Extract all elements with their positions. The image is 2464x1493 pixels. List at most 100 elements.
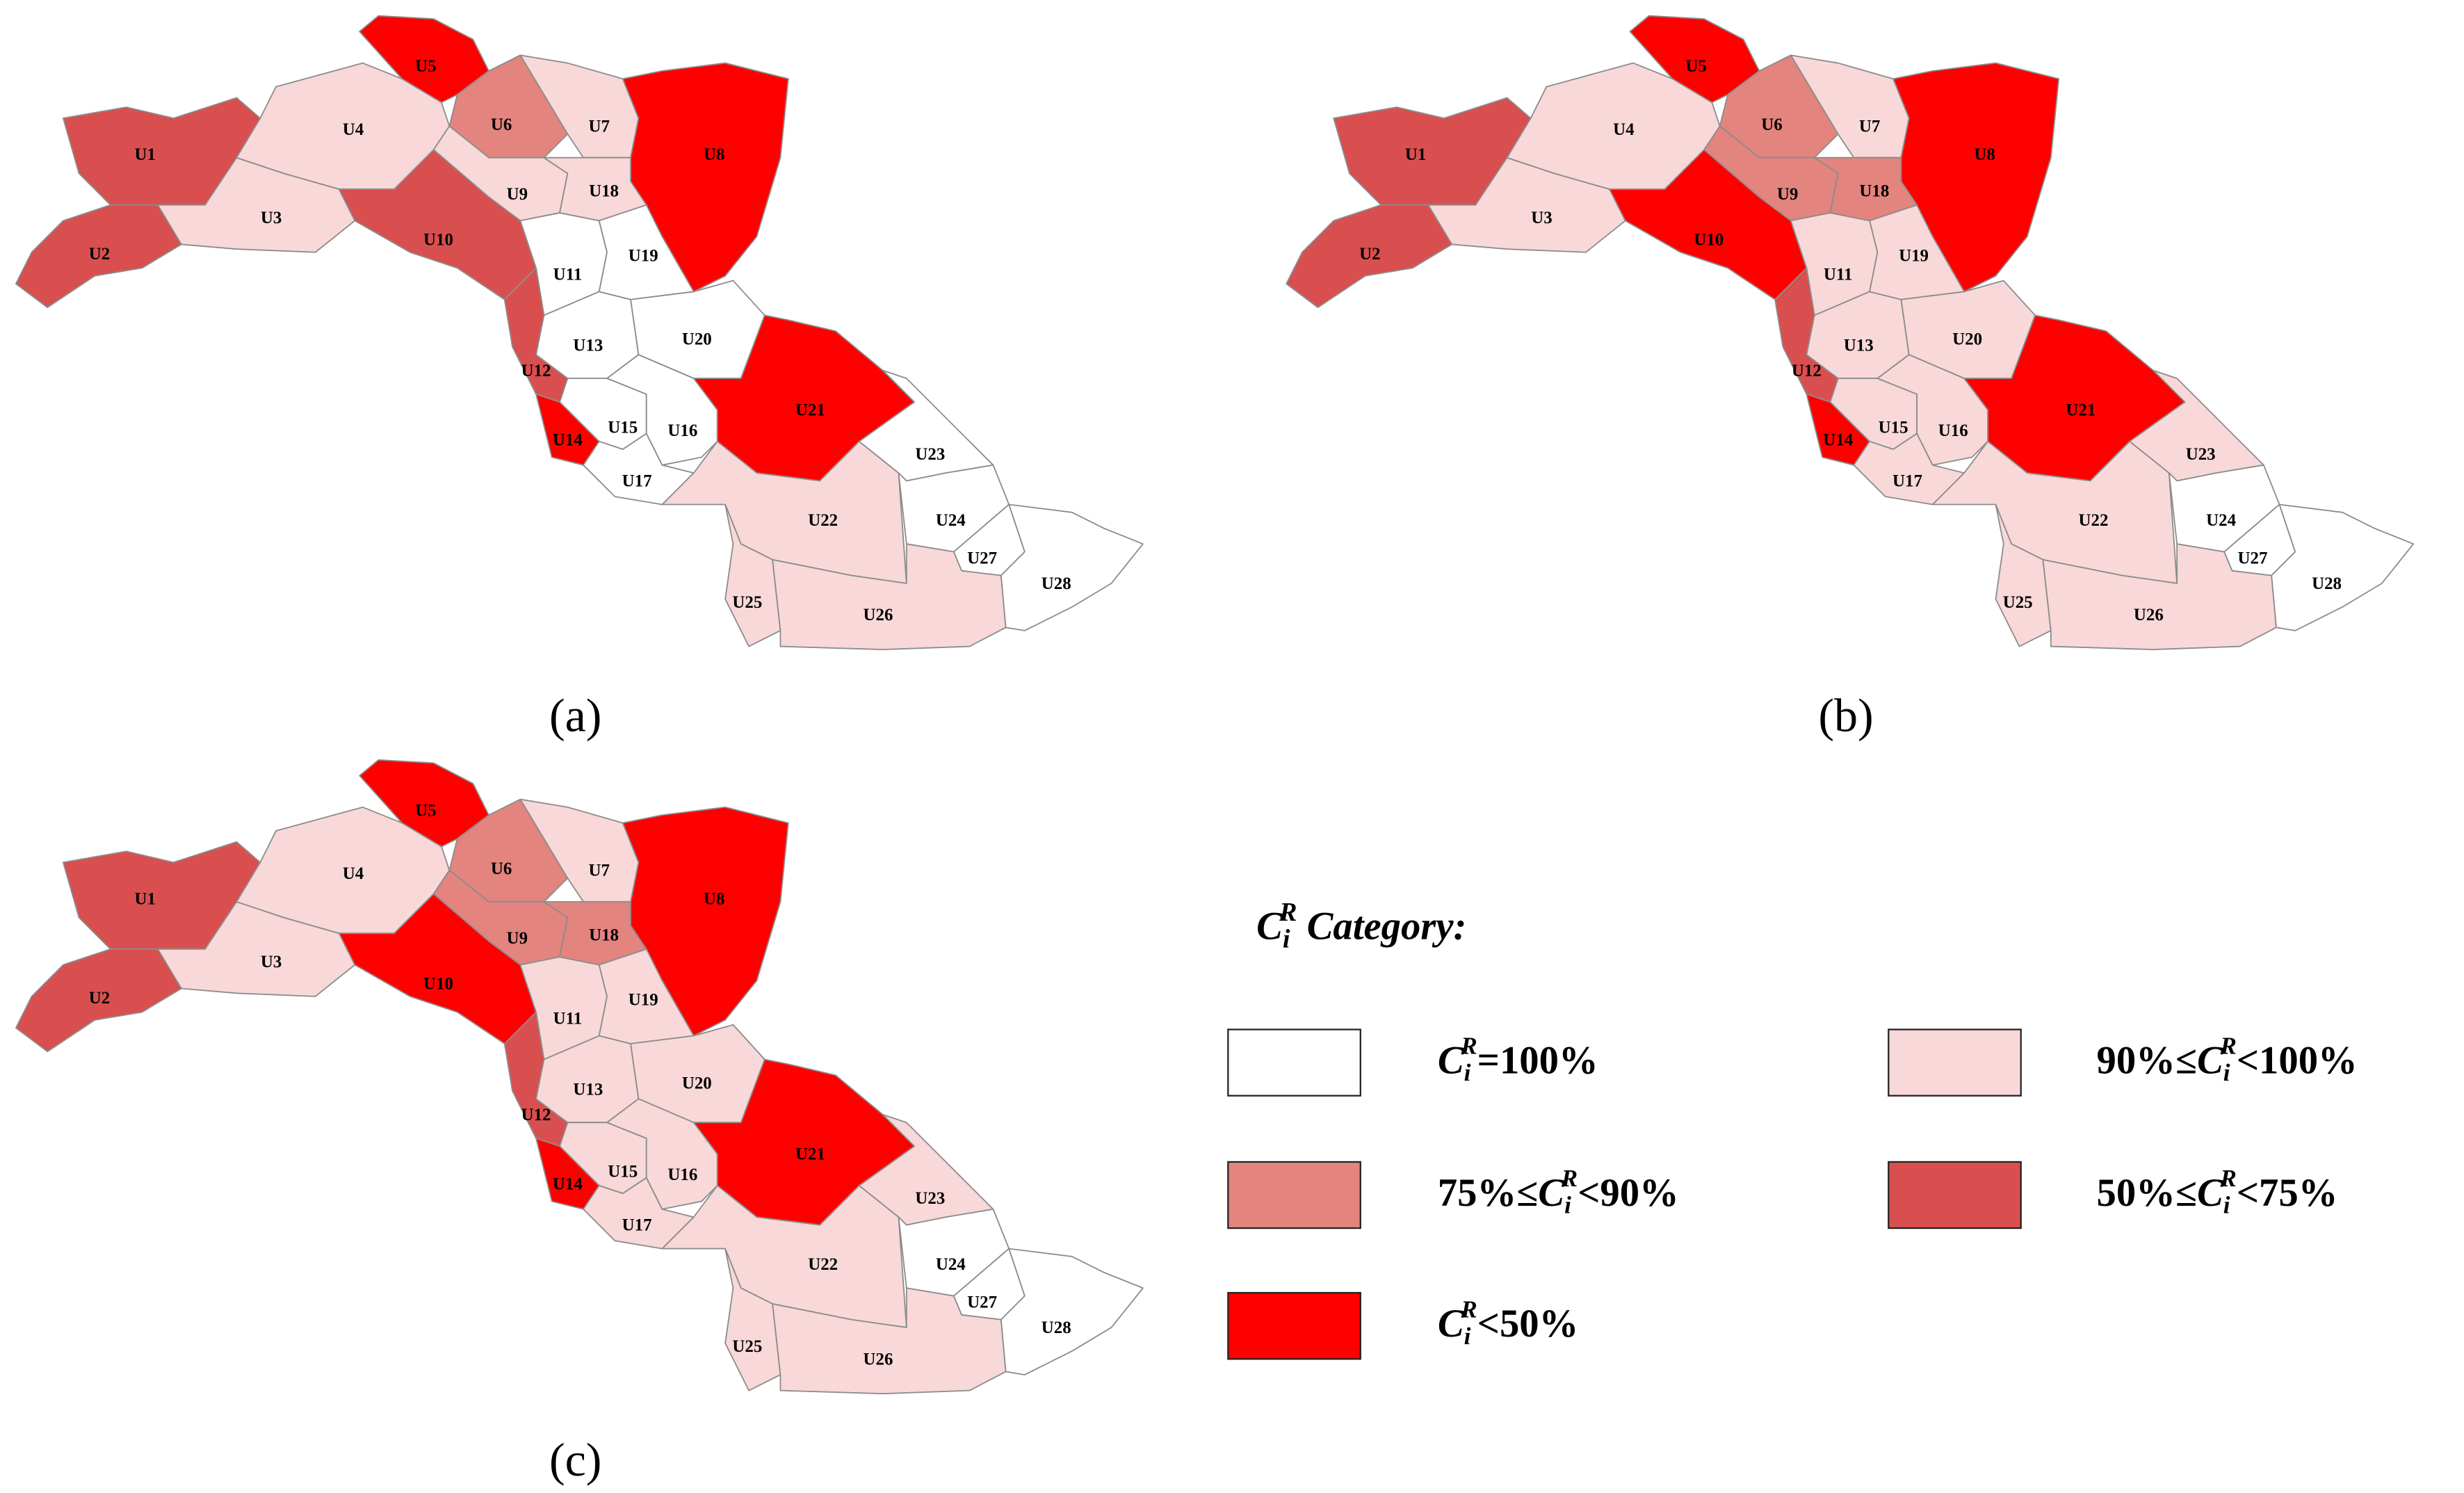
- region-label: U19: [629, 246, 658, 265]
- text-segment: i: [1564, 1192, 1571, 1219]
- region: [724, 503, 781, 647]
- text-segment: 90%≤: [2097, 1039, 2197, 1082]
- text-segment: C: [1256, 905, 1283, 949]
- region-label: U9: [1777, 185, 1798, 204]
- region-label: U24: [936, 511, 966, 530]
- region: [1877, 354, 1989, 466]
- region-label: U20: [682, 330, 712, 348]
- region-label: U9: [507, 929, 528, 948]
- region: [1000, 1248, 1144, 1375]
- map-panel: U1 U2 U3 U4 U5 U6 U7 U8 U9 U10 U11 U12 U13 U14 U15 U16 U…: [15, 15, 1144, 742]
- region-label: U28: [1041, 574, 1071, 593]
- region-label: U25: [732, 593, 762, 612]
- region-label: U8: [704, 889, 724, 908]
- region-label: U27: [2238, 549, 2268, 568]
- region-label: U6: [491, 115, 512, 134]
- region-label: U7: [589, 117, 610, 136]
- region-label: U3: [261, 209, 282, 227]
- legend-swatch: [1888, 1161, 2022, 1229]
- text-segment: <50%: [1477, 1302, 1579, 1346]
- legend-swatch: [1227, 1161, 1361, 1229]
- region-label: U11: [553, 1010, 583, 1028]
- region-label: U28: [2312, 574, 2342, 593]
- region-label: U13: [1844, 336, 1874, 355]
- region-label: U4: [343, 864, 364, 883]
- region-label: U15: [608, 418, 638, 437]
- legend-label: 50%≤CiR<75%: [2097, 1165, 2338, 1219]
- region-label: U21: [795, 1145, 825, 1164]
- region-label: U23: [2186, 445, 2216, 464]
- region-label: U26: [864, 606, 893, 624]
- text-segment: C: [1538, 1172, 1565, 1215]
- text-segment: 75%≤: [1438, 1172, 1538, 1215]
- region-label: U1: [135, 145, 156, 164]
- region-label: U13: [573, 336, 603, 355]
- text-segment: =100%: [1477, 1039, 1598, 1082]
- region-label: U17: [1892, 471, 1922, 490]
- text-segment: i: [1464, 1059, 1471, 1086]
- region-label: U16: [667, 421, 697, 440]
- region-label: U13: [573, 1081, 603, 1099]
- map-panel: U1 U2 U3 U4 U5 U6 U7 U8 U9 U10 U11 U12 U13 U14 U15 U16 U…: [1286, 15, 2415, 742]
- region-label: U21: [795, 401, 825, 419]
- text-segment: Category:: [1297, 905, 1466, 949]
- region-label: U11: [1824, 265, 1853, 284]
- region: [2271, 503, 2415, 631]
- region-label: U18: [589, 181, 619, 200]
- legend-label: 75%≤CiR<90%: [1438, 1165, 1679, 1219]
- text-segment: C: [1438, 1302, 1465, 1346]
- text-segment: i: [1283, 924, 1290, 953]
- region: [724, 1248, 781, 1391]
- region-label: U5: [1685, 57, 1706, 76]
- region-label: U19: [1899, 246, 1929, 265]
- legend-label: CiR<50%: [1438, 1296, 1578, 1350]
- region-label: U27: [967, 549, 997, 568]
- legend-label: 90%≤CiR<100%: [2097, 1033, 2358, 1087]
- region: [1000, 503, 1144, 631]
- text-segment: C: [1438, 1039, 1465, 1082]
- region-label: U14: [1823, 431, 1853, 450]
- text-segment: i: [1464, 1323, 1471, 1350]
- text-segment: <90%: [1578, 1172, 1679, 1215]
- region-label: U4: [1613, 120, 1634, 139]
- region-label: U18: [589, 926, 619, 944]
- region-label: U5: [415, 57, 436, 76]
- region-label: U25: [2003, 593, 2033, 612]
- region-label: U21: [2066, 401, 2096, 419]
- region: [606, 1098, 718, 1210]
- text-segment: 50%≤: [2097, 1172, 2197, 1215]
- region-label: U25: [732, 1337, 762, 1356]
- region-label: U10: [423, 231, 453, 250]
- legend-label: CiR=100%: [1438, 1033, 1598, 1087]
- region-label: U7: [589, 861, 610, 880]
- region-label: U26: [864, 1350, 893, 1369]
- region-label: U17: [622, 1216, 652, 1235]
- region-label: U23: [915, 1189, 945, 1208]
- legend-swatch: [1227, 1028, 1361, 1097]
- region-label: U11: [553, 265, 583, 284]
- legend-swatch: [1888, 1028, 2022, 1097]
- region-label: U15: [1879, 418, 1908, 437]
- map-panel: U1 U2 U3 U4 U5 U6 U7 U8 U9 U10 U11 U12 U13 U14 U15 U16 U…: [15, 759, 1144, 1486]
- panel-label: (b): [1818, 689, 1873, 742]
- text-segment: <75%: [2237, 1172, 2338, 1215]
- text-segment: i: [2223, 1059, 2230, 1086]
- legend-title: CiR Category:: [1256, 898, 1466, 954]
- region-label: U20: [1952, 330, 1982, 348]
- region-label: U12: [521, 362, 551, 380]
- region-label: U8: [1974, 145, 1995, 164]
- text-segment: R: [2219, 1165, 2236, 1192]
- region-label: U3: [1531, 209, 1552, 227]
- region-label: U24: [2206, 511, 2236, 530]
- region-label: U22: [808, 1255, 838, 1274]
- region-label: U14: [553, 1175, 583, 1194]
- region-label: U19: [629, 990, 658, 1009]
- region-label: U2: [1359, 245, 1380, 264]
- region-label: U16: [667, 1165, 697, 1184]
- region-label: U23: [915, 445, 945, 464]
- region-label: U2: [89, 989, 110, 1008]
- panel-label: (a): [549, 689, 601, 742]
- text-segment: R: [2219, 1033, 2236, 1060]
- region-label: U9: [507, 185, 528, 204]
- region-label: U24: [936, 1255, 966, 1274]
